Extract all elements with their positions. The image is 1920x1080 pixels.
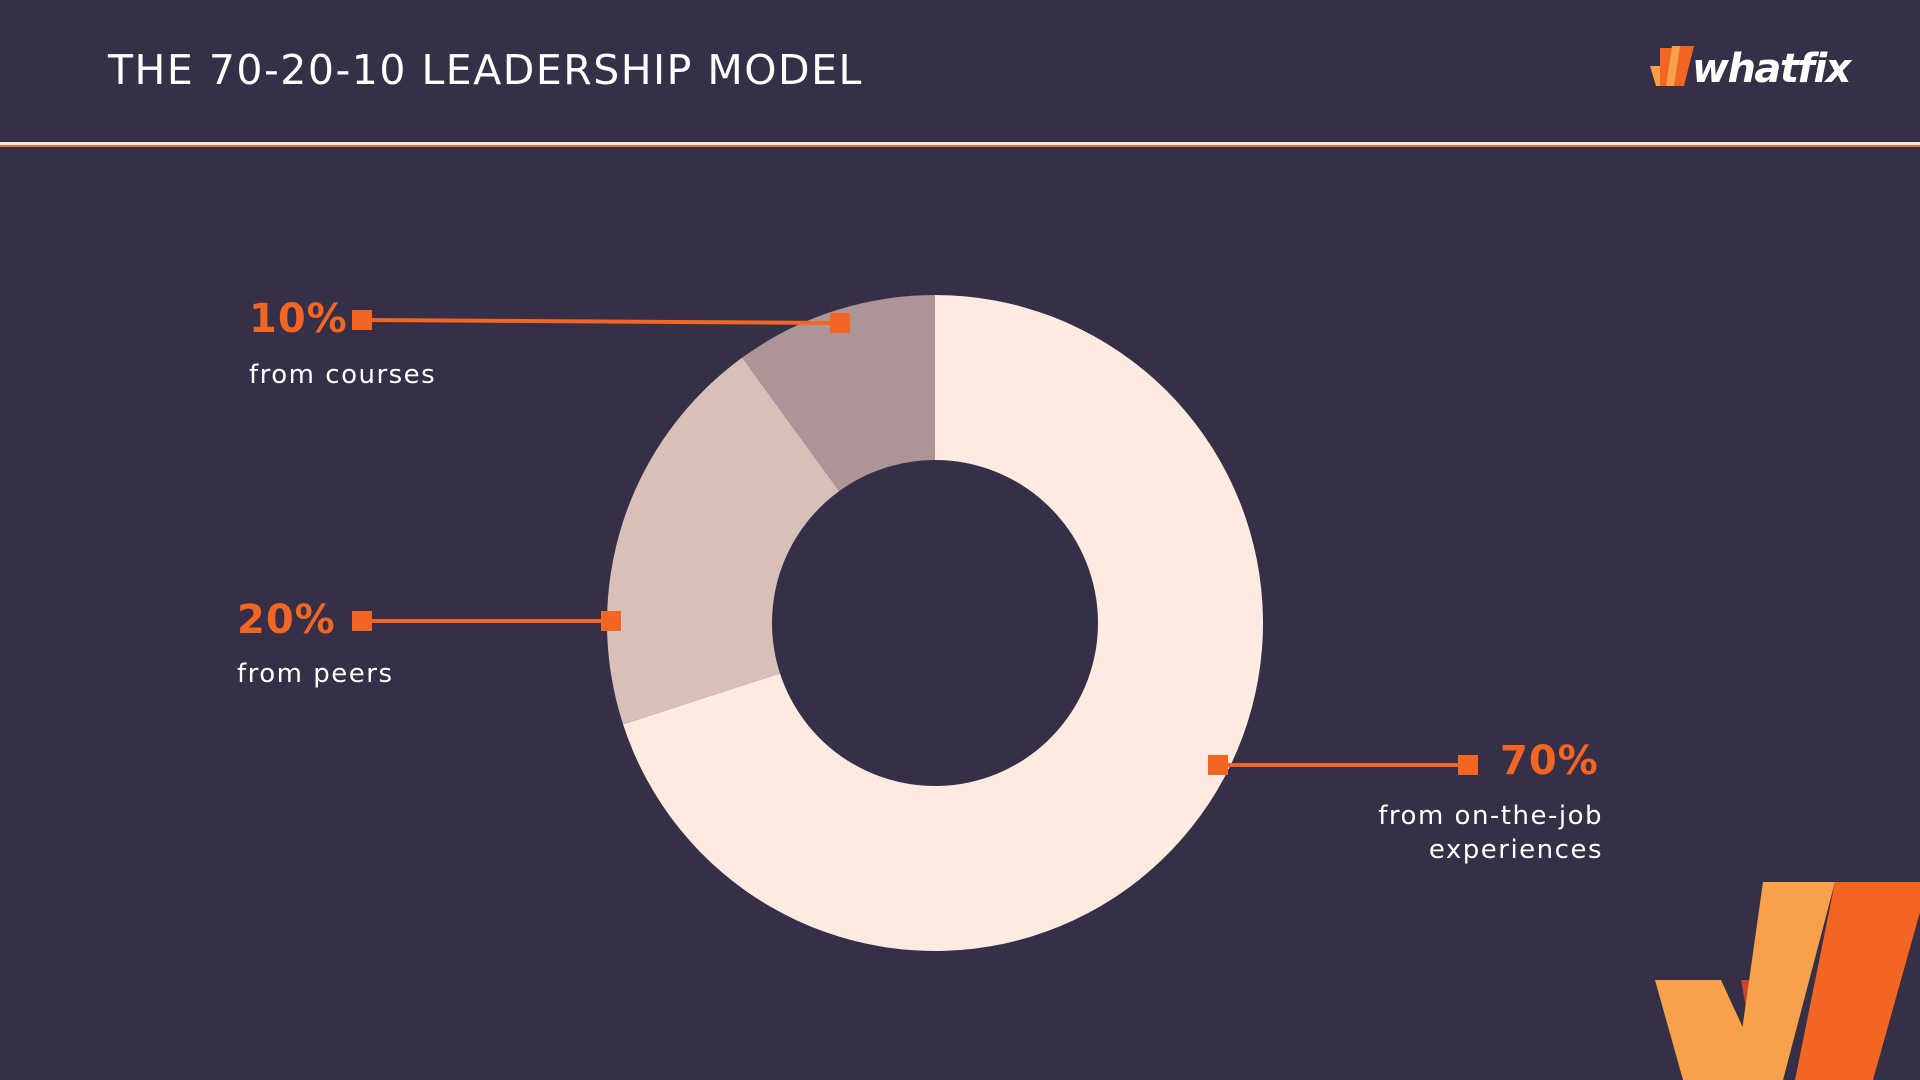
label-on-the-job-percent: 70% — [1500, 738, 1599, 784]
label-peers-percent: 20% — [237, 597, 336, 643]
leader-courses — [361, 318, 841, 325]
whatfix-logo: whatfix — [1650, 42, 1851, 98]
leader-on-the-job-marker — [1458, 755, 1478, 775]
leader-courses-marker — [352, 310, 372, 330]
caption-line: experiences — [1428, 835, 1603, 865]
leader-courses-marker — [830, 313, 850, 333]
slice-courses — [742, 295, 935, 492]
leader-peers-marker — [601, 611, 621, 631]
whatfix-brand-mark-icon — [1655, 882, 1920, 1080]
slice-on-the-job — [623, 295, 1263, 952]
logo-wordmark: whatfix — [1692, 46, 1851, 92]
page-title: THE 70-20-10 LEADERSHIP MODEL — [108, 46, 863, 94]
leader-on-the-job-marker — [1208, 755, 1228, 775]
label-peers-caption: from peers — [237, 659, 394, 689]
header-divider — [0, 142, 1920, 145]
label-courses-caption: from courses — [249, 360, 437, 390]
leader-peers-marker — [352, 611, 372, 631]
slice-peers — [606, 357, 840, 725]
whatfix-w-icon — [1650, 46, 1694, 86]
header-divider-accent — [0, 145, 1920, 147]
caption-line: from on-the-job — [1378, 801, 1603, 831]
label-on-the-job-caption: from on-the-job experiences — [1378, 799, 1603, 867]
label-courses-percent: 10% — [249, 296, 348, 342]
